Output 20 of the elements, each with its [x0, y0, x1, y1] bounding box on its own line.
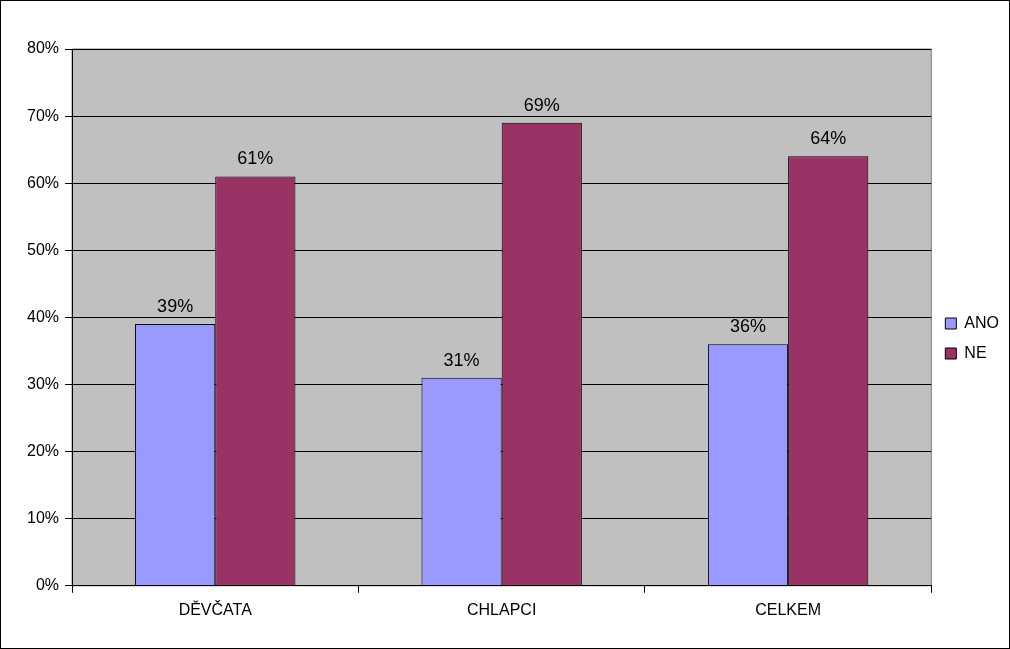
data-label: 31%: [443, 349, 480, 370]
data-label: 64%: [810, 128, 847, 149]
y-tick-label: 0%: [35, 576, 60, 594]
data-label: 36%: [729, 316, 767, 337]
y-tick-label: 20%: [26, 442, 60, 460]
legend-label: ANO: [964, 313, 999, 331]
x-tick-label: CHLAPCI: [467, 600, 537, 618]
x-tick-label: DĚVČATA: [178, 599, 253, 618]
x-tick-label: CELKEM: [755, 600, 822, 618]
data-label: 69%: [523, 94, 560, 115]
y-tick-label: 30%: [26, 374, 60, 392]
y-tick-label: 80%: [26, 39, 60, 57]
data-label: 61%: [237, 148, 274, 169]
y-tick-label: 70%: [26, 106, 60, 124]
y-tick-label: 50%: [26, 240, 60, 258]
y-tick-label: 40%: [26, 307, 60, 325]
legend-label: NE: [964, 343, 987, 361]
y-tick-label: 10%: [26, 509, 60, 527]
data-label: 39%: [157, 296, 194, 317]
y-tick-label: 60%: [26, 173, 60, 191]
